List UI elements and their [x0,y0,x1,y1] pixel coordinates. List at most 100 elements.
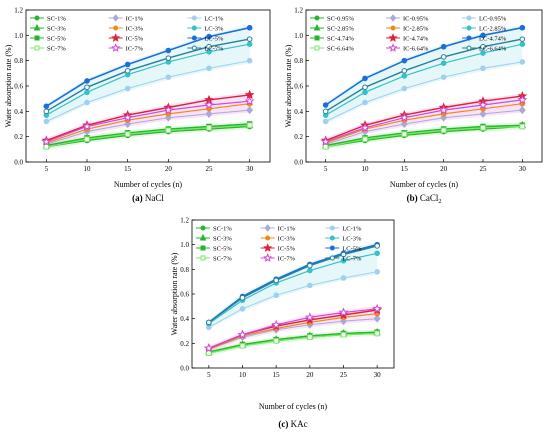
data-point [163,104,174,115]
series-line [208,252,378,325]
legend-swatch-marker [314,35,320,41]
data-point [206,350,212,356]
data-point [84,89,90,96]
series-line [325,95,523,142]
data-point [519,24,526,31]
data-point [340,257,347,264]
data-point [322,144,329,150]
legend: SC-1% IC-1% LC-1% SC-3% IC-3% LC-3% SC-5% IC-5%… [30,14,224,53]
series-LC-7% [206,243,380,326]
legend-item: IC-1% [108,14,144,23]
legend-label: SC-6.64% [327,46,354,53]
data-point [41,136,52,146]
legend-item: SC-5% [196,245,232,253]
data-point [340,331,347,338]
legend-swatch-marker [34,15,40,21]
series-SC-6.64% [322,123,526,150]
legend-swatch-marker [111,33,121,42]
y-tick-label: 0.4 [294,108,303,116]
data-point [322,108,329,115]
legend: SC-0.95% IC-0.95% LC-0.95% SC-2.85% IC-2.85%… [310,14,507,53]
series-line [325,38,523,112]
series-line [208,313,378,351]
data-point [239,306,246,312]
caption-letter: (c) [278,419,288,429]
x-tick-label: 15 [273,371,281,379]
legend-label: SC-4.74% [327,36,354,43]
legend-swatch-marker [191,45,197,51]
series-LC-1% [43,57,253,125]
data-point [374,250,380,257]
caption-text: NaCl [145,193,164,203]
series-LC-7% [43,36,253,115]
data-point [239,294,246,301]
legend-swatch-marker [466,35,472,41]
data-point [372,303,383,313]
data-point [43,118,50,125]
data-point [84,99,90,106]
data-point [124,68,131,74]
data-point [43,144,50,150]
series-line [46,60,250,122]
y-axis-label: Water absorption rate (%) [170,252,179,335]
series-line [46,100,250,143]
series-line [325,124,523,147]
legend-swatch-marker [389,14,397,22]
legend-swatch-marker [112,14,119,22]
data-point [165,127,172,134]
data-point [374,269,380,275]
legend-swatch-marker [390,25,396,31]
y-tick-label: 0.8 [180,266,189,274]
y-tick-label: 0.2 [14,133,23,141]
legend-swatch-marker [314,45,320,51]
x-tick-label: 25 [206,165,214,173]
series-SC-7% [43,122,253,150]
data-point [246,122,253,129]
legend-swatch-marker [466,15,472,21]
x-axis-label: Number of cycles (n) [114,180,183,189]
legend-swatch-marker [191,35,197,41]
legend-item: SC-0.95% [310,15,354,23]
x-tick-label: 20 [440,165,448,173]
legend-swatch-marker [466,45,472,51]
data-point [340,275,347,281]
series-line [325,61,523,122]
data-point [480,32,486,39]
legend-item: LC-6.64% [462,45,507,53]
series-line [45,26,250,107]
legend-item: IC-6.64% [386,43,429,53]
caption-subscript: 2 [438,199,441,205]
data-point [82,121,92,131]
series-line [46,109,250,145]
y-tick-label: 0.6 [14,83,23,91]
legend-item: SC-7% [196,255,232,263]
data-point [206,65,212,72]
legend-label: LC-0.95% [479,16,507,23]
series-line [46,125,250,148]
data-point [401,57,408,64]
data-point [440,74,447,80]
data-point [340,251,347,258]
y-tick-label: 0.6 [180,291,189,299]
panel-caption: (b) CaCl2 [407,193,442,205]
legend-label: SC-3% [213,236,232,243]
legend-item: IC-5% [108,33,144,43]
data-point [239,343,246,349]
y-tick-label: 0.4 [14,108,23,116]
legend-swatch-marker [263,253,273,262]
series-IC-7% [41,96,255,146]
y-tick-label: 0.8 [14,57,23,65]
legend-item: SC-1% [30,15,66,23]
series-line [325,125,523,148]
data-point [84,136,90,142]
data-point [307,282,313,289]
legend-swatch-marker [264,224,271,232]
data-point [307,267,313,274]
legend-item: IC-3% [108,25,144,33]
legend-item: IC-0.95% [386,14,429,23]
legend-swatch-marker [191,25,197,31]
legend-label: LC-7% [342,256,362,263]
y-tick-label: 1.2 [180,217,189,225]
legend-label: LC-5% [342,246,362,253]
series-line [46,94,250,142]
